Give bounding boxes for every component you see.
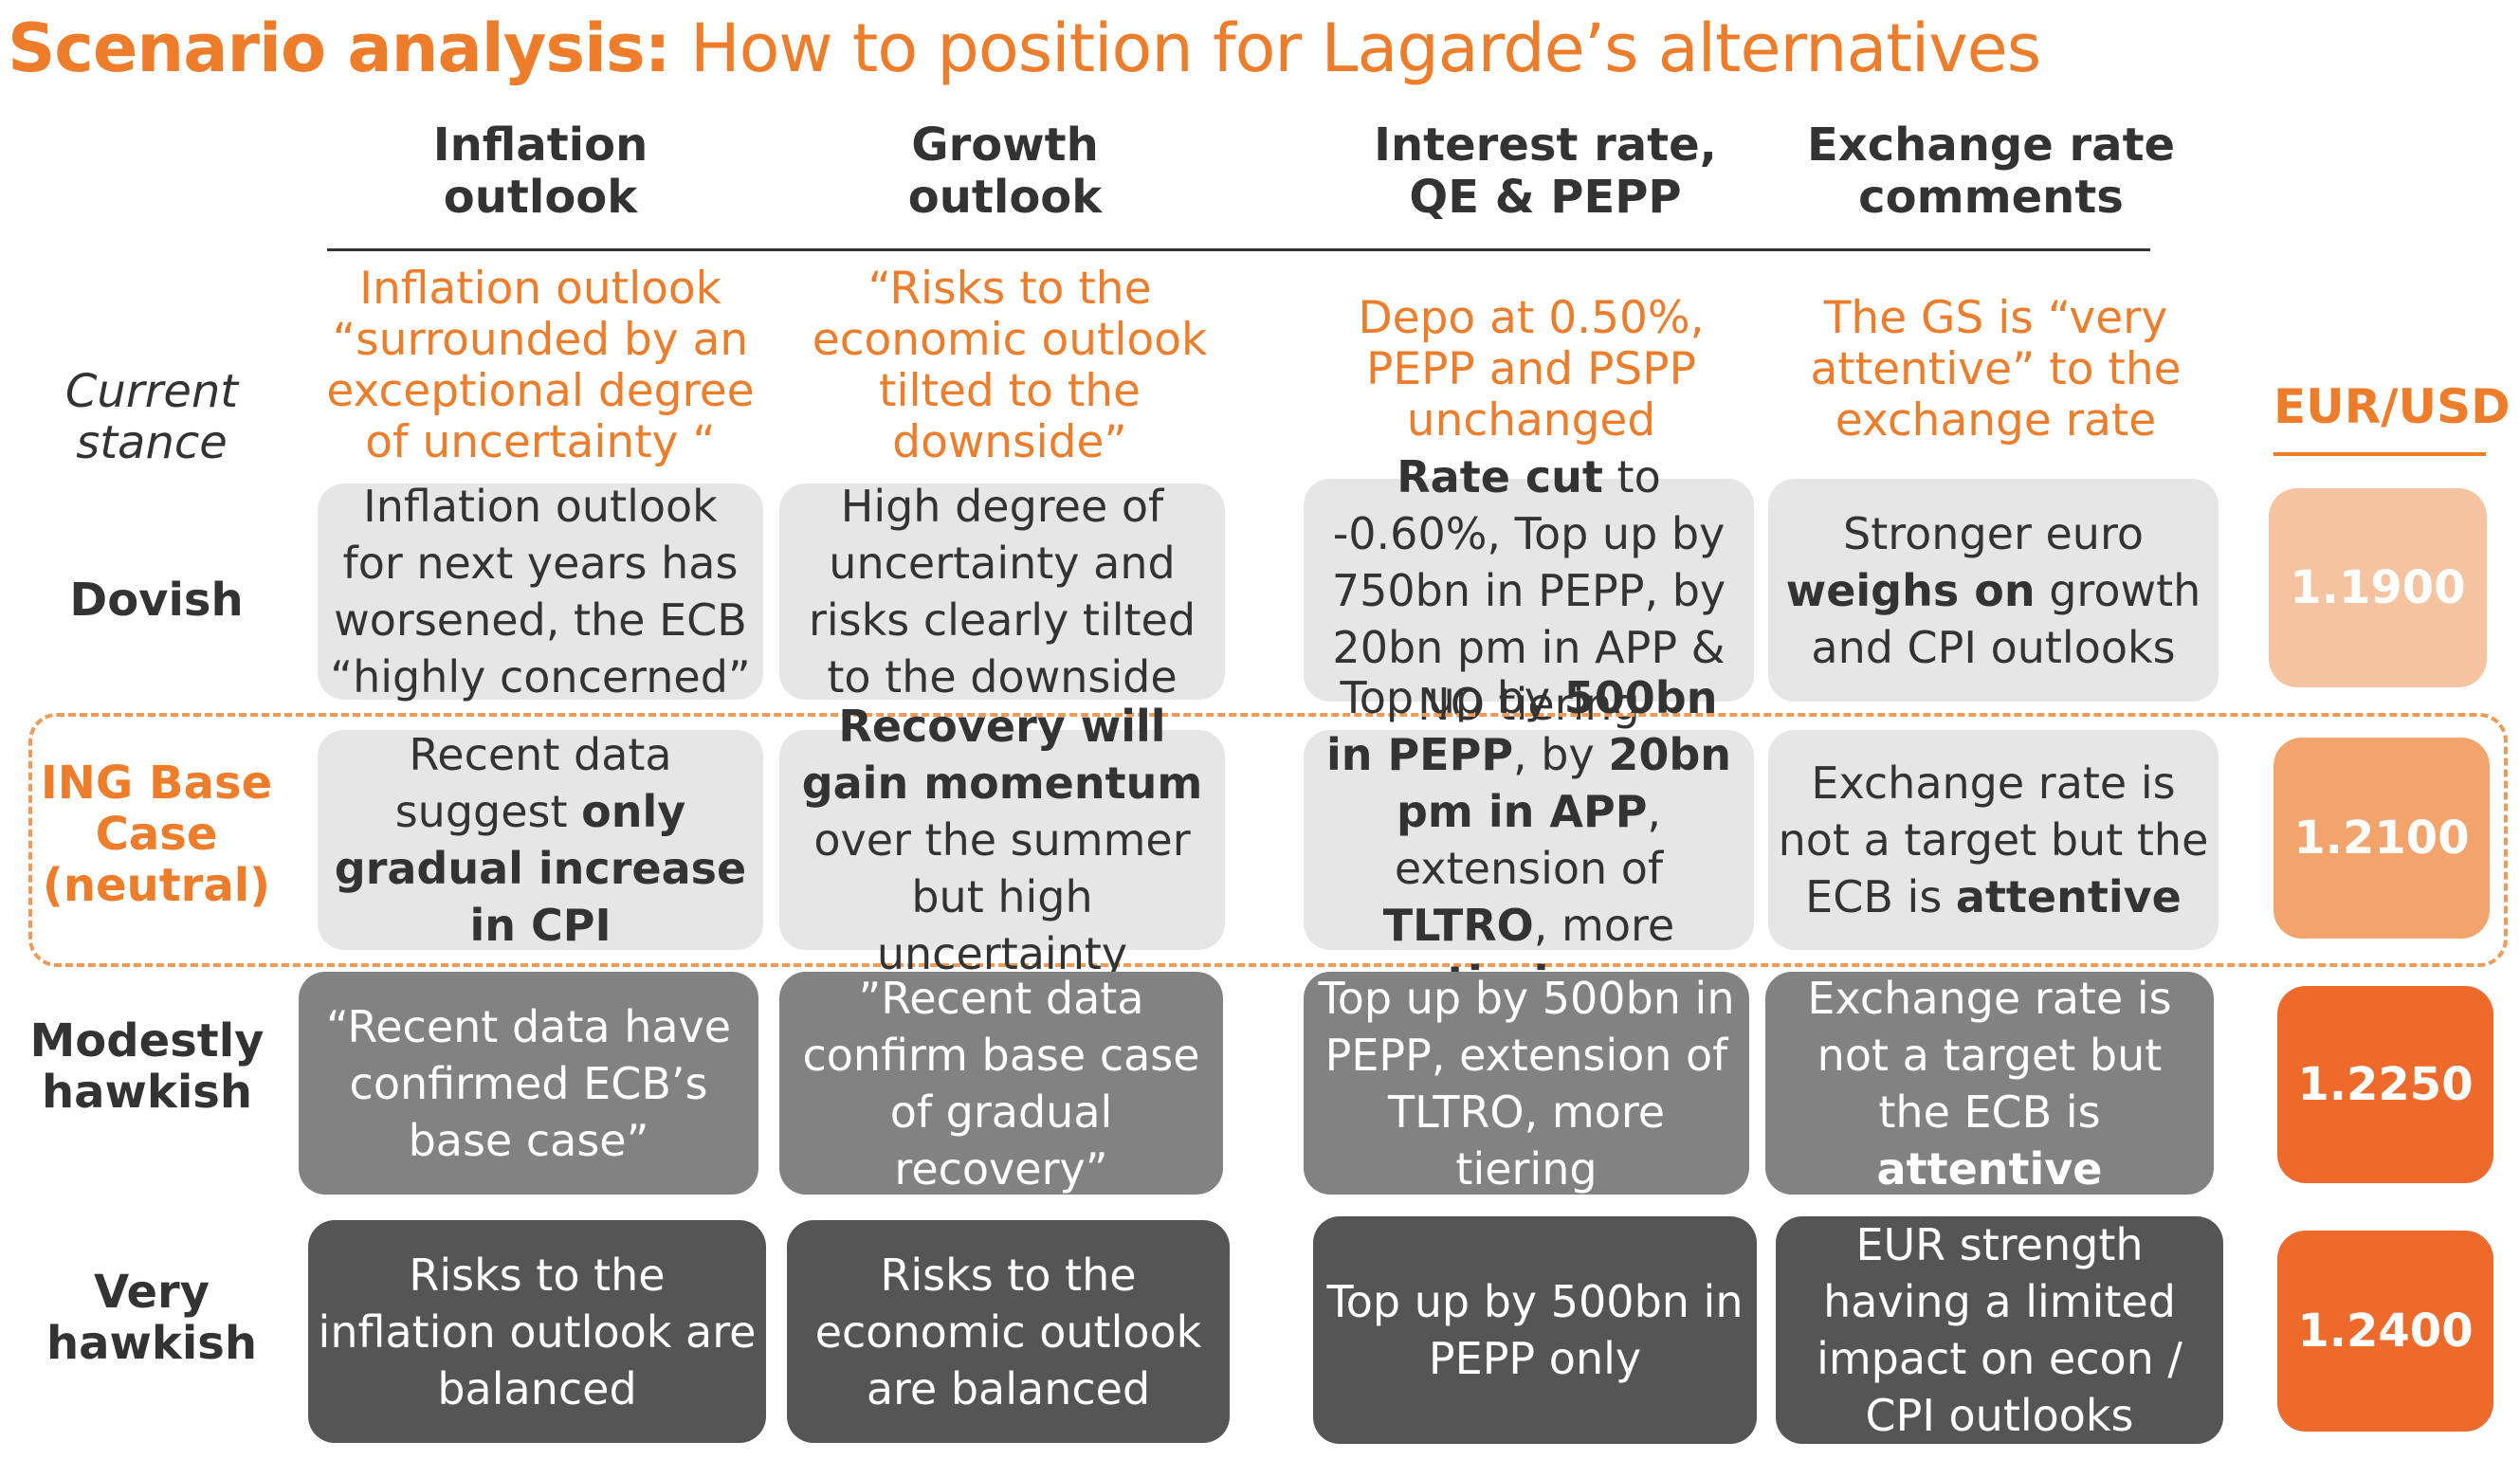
eurusd-header-underline [2273,452,2486,456]
modest-fx-cell: Exchange rate is not a target but the EC… [1765,972,2214,1195]
row-label-modestly-hawkish: Modestly hawkish [29,1014,265,1119]
eurusd-dovish: 1.1900 [2269,488,2487,687]
base-growth-cell: Recovery will gain momentum over the sum… [779,701,1225,979]
current-growth-text: “Risks to the economic outlook tilted to… [812,263,1208,468]
header-divider [327,248,2150,251]
modest-growth-cell: ”Recent data confirm base case of gradua… [779,972,1223,1195]
dovish-inflation-cell: Inflation outlook for next years has wor… [318,481,763,703]
page-title: Scenario analysis: How to position for L… [8,9,2041,87]
eurusd-base-case: 1.2100 [2273,738,2490,939]
very-rates-cell: Top up by 500bn in PEPP only [1313,1216,1757,1444]
eurusd-modestly-hawkish: 1.2250 [2277,986,2493,1183]
modest-rates-cell: Top up by 500bn in PEPP, extension of TL… [1304,972,1749,1195]
column-header-growth: Growth outlook [907,119,1103,224]
very-growth-cell: Risks to the economic outlook are balanc… [787,1220,1230,1443]
current-inflation-text: Inflation outlook “surrounded by an exce… [326,263,755,468]
column-header-inflation: Inflation outlook [432,119,648,224]
eurusd-header: EUR/USD [2273,379,2511,434]
column-header-exchange-rate: Exchange rate comments [1806,119,2176,224]
current-fx-text: The GS is “very attentive” to the exchan… [1810,292,2182,447]
base-rates-cell: Top up by 500bn in PEPP, by 20bn pm in A… [1304,672,1754,1008]
base-inflation-cell: Recent data suggest only gradual increas… [318,729,763,951]
modest-inflation-cell: “Recent data have confirmed ECB’s base c… [299,972,758,1195]
dovish-fx-cell: Stronger euro weighs on growth and CPI o… [1768,479,2219,702]
dovish-growth-cell: High degree of uncertainty and risks cle… [779,481,1225,703]
column-header-interest-rate: Interest rate, QE & PEPP [1374,119,1717,224]
row-label-very-hawkish: Very hawkish [46,1266,258,1370]
row-label-dovish: Dovish [69,574,244,627]
very-fx-cell: EUR strength having a limited impact on … [1776,1216,2223,1444]
current-rates-text: Depo at 0.50%, PEPP and PSPP unchanged [1358,292,1705,447]
base-case-highlight [28,713,2508,967]
eurusd-very-hawkish: 1.2400 [2277,1231,2493,1432]
dovish-rates-cell: Rate cut to -0.60%, Top up by 750bn in P… [1304,451,1754,730]
base-fx-cell: Exchange rate is not a target but the EC… [1768,730,2219,950]
row-label-current-stance: Current stance [64,365,239,469]
very-inflation-cell: Risks to the inflation outlook are balan… [308,1220,766,1443]
row-label-base-case: ING Base Case (neutral) [40,757,273,912]
